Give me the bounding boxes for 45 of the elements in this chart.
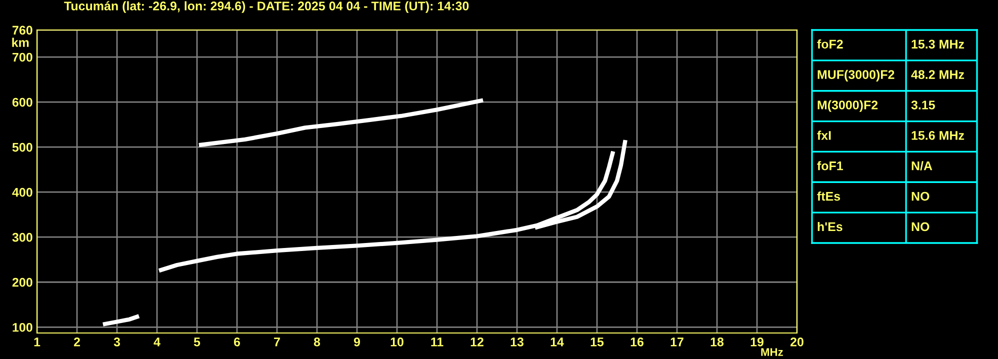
x-tick-label: 6 bbox=[234, 337, 240, 346]
text: foF2 bbox=[817, 39, 843, 49]
text: ftEs bbox=[817, 192, 840, 201]
text: M(3000)F2 bbox=[818, 100, 878, 112]
y-tick-label: 100 bbox=[12, 322, 32, 332]
text: foF1 bbox=[817, 161, 843, 170]
x-tick-label: 18 bbox=[710, 337, 724, 346]
text: 3.15 bbox=[911, 100, 935, 110]
x-tick-label: 9 bbox=[354, 337, 360, 346]
text: fxI bbox=[817, 130, 831, 140]
x-tick-label: 3 bbox=[114, 337, 120, 346]
x-tick-label: 16 bbox=[630, 337, 644, 346]
y-tick-label: 400 bbox=[12, 188, 32, 197]
x-tick-label: 19 bbox=[750, 337, 764, 346]
x-tick-label: 12 bbox=[470, 337, 484, 346]
text: 48.2 MHz bbox=[911, 70, 964, 79]
text: h'Es bbox=[818, 222, 842, 232]
y-tick-label: 760 bbox=[12, 26, 32, 35]
y-axis-title: km bbox=[12, 38, 29, 47]
y-tick-label: 700 bbox=[12, 52, 32, 62]
x-tick-label: 8 bbox=[314, 337, 320, 346]
x-tick-label: 2 bbox=[74, 337, 80, 346]
y-tick-label: 500 bbox=[12, 142, 32, 152]
x-tick-label: 1 bbox=[34, 338, 40, 346]
x-tick-label: 20 bbox=[790, 337, 804, 346]
x-tick-label: 17 bbox=[670, 338, 684, 346]
x-axis-title: MHz bbox=[761, 348, 783, 356]
x-tick-label: 7 bbox=[274, 338, 280, 346]
text: NO bbox=[912, 222, 930, 232]
chart-title: Tucumán (lat: -26.9, lon: 294.6) - DATE: 2025 04 04 - TIME (UT): 14:30 bbox=[64, 1, 469, 13]
y-tick-label: 300 bbox=[12, 232, 32, 242]
x-tick-label: 4 bbox=[154, 338, 160, 346]
x-tick-label: 15 bbox=[590, 338, 604, 346]
x-tick-label: 10 bbox=[390, 337, 404, 346]
x-tick-label: 13 bbox=[510, 337, 524, 346]
x-tick-label: 14 bbox=[550, 338, 564, 346]
x-tick-label: 11 bbox=[431, 338, 444, 346]
y-tick-label: 200 bbox=[12, 278, 32, 287]
text: 15.6 MHz bbox=[912, 131, 964, 140]
text: N/A bbox=[912, 161, 932, 170]
text: 15.3 MHz bbox=[912, 40, 964, 49]
y-tick-label: 600 bbox=[12, 98, 32, 107]
x-tick-label: 5 bbox=[194, 338, 200, 346]
text: NO bbox=[912, 192, 930, 201]
text: MUF(3000)F2 bbox=[818, 70, 894, 82]
